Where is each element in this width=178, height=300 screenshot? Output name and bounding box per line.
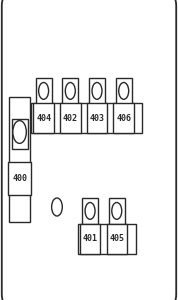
Bar [36,78,52,103]
Bar [80,224,100,254]
Bar [33,103,54,134]
Bar [8,162,31,195]
Bar [82,198,98,224]
Circle shape [52,198,62,216]
Bar [116,78,132,103]
Bar [12,118,28,148]
Text: 405: 405 [109,234,124,243]
Bar [89,78,105,103]
Text: 404: 404 [36,114,51,123]
Bar [114,103,134,134]
Bar [87,103,107,134]
Circle shape [85,202,95,219]
Circle shape [112,202,122,219]
Circle shape [39,82,49,99]
Circle shape [13,121,26,143]
Bar [106,224,127,254]
Bar [109,198,125,224]
Circle shape [65,82,75,99]
Circle shape [92,82,102,99]
FancyBboxPatch shape [2,0,176,300]
Circle shape [119,82,129,99]
Text: 406: 406 [116,114,131,123]
Bar [60,103,80,134]
Text: 400: 400 [12,174,27,183]
Text: 401: 401 [83,234,98,243]
Bar [9,98,30,222]
Text: 403: 403 [90,114,104,123]
Bar [62,78,78,103]
Bar [78,224,136,254]
Text: 402: 402 [63,114,78,123]
Bar [31,103,142,134]
